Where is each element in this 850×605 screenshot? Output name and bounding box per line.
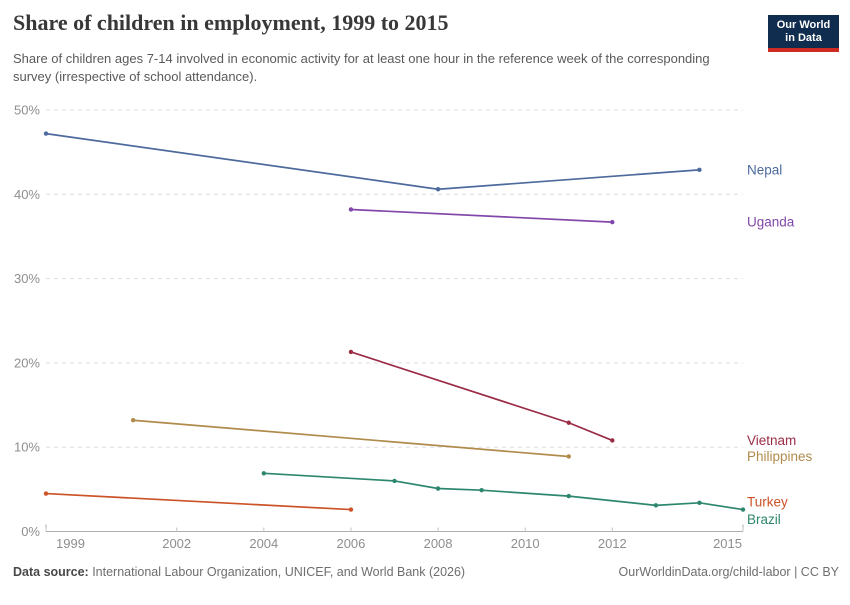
data-point-brazil-2011 [566,493,571,499]
x-tick-label: 2010 [511,536,540,551]
chart-subtitle: Share of children ages 7-14 involved in … [13,51,710,84]
data-point-nepal-2014 [697,167,702,173]
data-point-vietnam-2011 [566,420,571,425]
data-point-philippines-2001 [130,418,136,423]
series-line-brazil[interactable] [262,472,744,511]
owid-logo-line1: Our World [776,19,831,31]
x-tick-label: 2006 [336,536,365,551]
series-line-nepal[interactable] [45,132,701,191]
x-tick-label: 2012 [598,536,627,551]
data-point-turkey-1999 [43,491,49,496]
data-point-brazil-2009 [479,487,484,493]
series-line-uganda[interactable] [350,208,614,223]
series-label-uganda[interactable]: Uganda [747,215,795,230]
chart-title: Share of children in employment, 1999 to… [13,10,449,35]
series-label-nepal[interactable]: Nepal [747,162,782,177]
owid-logo-line2: in Data [785,32,822,44]
data-point-brazil-2008 [435,486,441,491]
data-point-brazil-2013 [653,503,659,508]
y-tick-label: 30% [14,271,40,286]
data-point-brazil-2004 [261,471,267,476]
data-point-vietnam-2012 [610,438,615,443]
data-point-brazil-2014 [697,500,702,506]
data-point-turkey-2006 [348,507,354,512]
data-point-nepal-2008 [435,187,441,192]
series-line-philippines[interactable] [132,419,570,458]
series-label-philippines[interactable]: Philippines [747,449,813,464]
data-point-vietnam-2006 [348,349,354,355]
chart-footer: Data source: International Labour Organi… [13,565,839,579]
footer-link[interactable]: OurWorldinData.org/child-labor | CC BY [618,565,839,579]
series-label-brazil[interactable]: Brazil [747,512,781,527]
series-line-vietnam[interactable] [350,351,614,442]
x-tick-label: 2008 [424,536,453,551]
owid-logo[interactable]: Our World in Data [768,15,839,52]
series-line-turkey[interactable] [45,492,352,511]
data-source-label: Data source: [13,565,89,579]
series-label-vietnam[interactable]: Vietnam [747,433,796,448]
y-tick-label: 20% [14,355,40,370]
data-point-brazil-2015 [740,507,746,512]
data-point-philippines-2011 [566,454,571,459]
data-source-text: International Labour Organization, UNICE… [88,565,466,579]
data-point-brazil-2007 [392,478,397,484]
data-point-uganda-2006 [348,207,354,212]
y-tick-label: 0% [21,524,40,539]
x-tick-label: 1999 [56,536,85,551]
y-tick-label: 10% [14,440,40,455]
data-source: Data source: International Labour Organi… [13,565,465,579]
data-point-nepal-1999 [43,131,49,136]
y-tick-label: 50% [14,103,40,118]
x-tick-label: 2004 [249,536,278,551]
y-tick-label: 40% [14,187,40,202]
x-tick-label: 2002 [162,536,191,551]
x-tick-label: 2015 [713,536,742,551]
series-label-turkey[interactable]: Turkey [747,494,788,509]
data-point-uganda-2012 [610,219,615,225]
